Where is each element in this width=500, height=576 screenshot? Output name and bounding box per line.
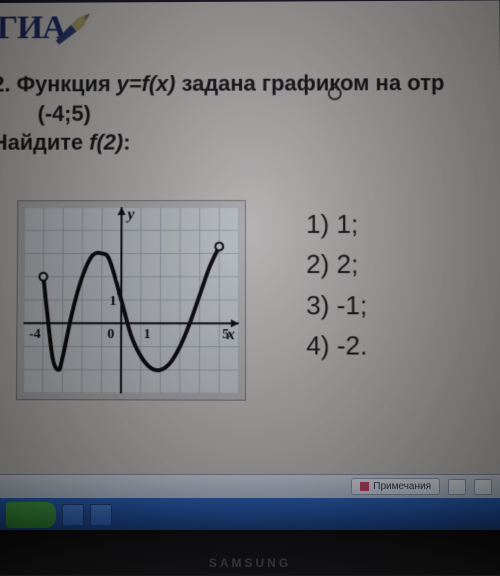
logo-text: ГИА xyxy=(0,9,66,47)
svg-text:1: 1 xyxy=(109,293,116,308)
app-statusbar: Примечания xyxy=(0,474,500,498)
q-find-fn: f(2) xyxy=(89,130,123,155)
svg-text:0: 0 xyxy=(107,326,114,341)
notes-label: Примечания xyxy=(373,481,431,492)
monitor-brand: SAMSUNG xyxy=(209,556,291,570)
taskbar-item-1[interactable] xyxy=(62,504,84,526)
answer-3: 3) -1; xyxy=(306,285,367,326)
notes-icon xyxy=(360,482,369,491)
q-line1b: задана графиком на отр xyxy=(175,70,444,96)
monitor-bezel: SAMSUNG xyxy=(0,530,500,576)
start-button[interactable] xyxy=(6,502,56,528)
answer-options: 1) 1; 2) 2; 3) -1; 4) -2. xyxy=(306,204,367,366)
notes-button[interactable]: Примечания xyxy=(351,478,440,495)
answer-1: 1) 1; xyxy=(306,204,367,244)
view-button-1[interactable] xyxy=(448,479,466,495)
function-graph: -40151yx xyxy=(23,207,239,394)
graph-container: -40151yx xyxy=(16,200,246,401)
q-find-b: : xyxy=(123,130,130,155)
svg-text:x: x xyxy=(226,326,235,343)
q-find-a: Найдите xyxy=(0,130,89,155)
svg-text:-4: -4 xyxy=(29,326,41,341)
answer-4: 4) -2. xyxy=(306,325,367,366)
q-fn: y=f(x) xyxy=(117,71,176,96)
slide: ГИА 2. Функция y=f(x) задана графиком на… xyxy=(0,0,500,477)
svg-text:1: 1 xyxy=(144,326,151,341)
windows-taskbar[interactable] xyxy=(0,498,500,532)
logo: ГИА xyxy=(0,6,95,50)
q-line1a: Функция xyxy=(16,71,116,96)
q-number: 2. xyxy=(0,72,11,97)
taskbar-item-2[interactable] xyxy=(90,504,112,526)
svg-text:y: y xyxy=(125,207,135,223)
q-interval: (-4;5) xyxy=(0,98,445,129)
view-button-2[interactable] xyxy=(474,479,492,495)
question-text: 2. Функция y=f(x) задана графиком на отр… xyxy=(0,68,445,158)
answer-2: 2) 2; xyxy=(306,244,367,284)
